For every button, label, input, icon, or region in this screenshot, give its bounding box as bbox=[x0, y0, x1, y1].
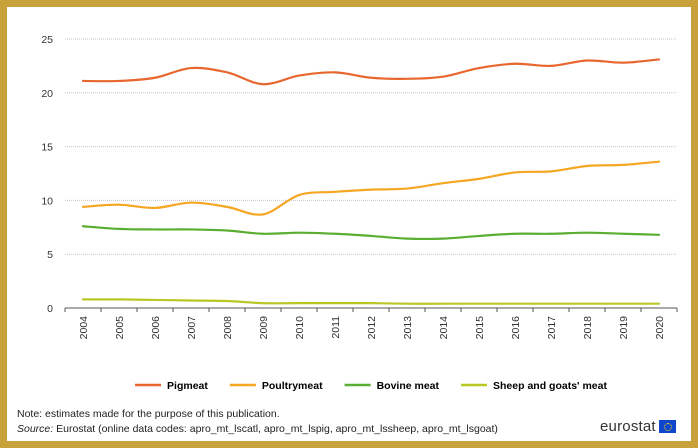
source-codes: Eurostat (online data codes: apro_mt_lsc… bbox=[53, 423, 498, 435]
x-tick-label: 2018 bbox=[582, 316, 594, 340]
x-tick-label: 2013 bbox=[402, 316, 414, 340]
y-tick-label: 5 bbox=[47, 249, 53, 261]
eurostat-logo: eurostat bbox=[600, 418, 676, 435]
x-tick-label: 2007 bbox=[186, 316, 198, 340]
y-tick-label: 20 bbox=[41, 88, 53, 100]
legend-label-pigmeat: Pigmeat bbox=[167, 380, 208, 392]
source-text: Source: Eurostat (online data codes: apr… bbox=[17, 423, 498, 435]
legend-label-poultrymeat: Poultrymeat bbox=[262, 380, 323, 392]
series-line-bovine-meat bbox=[81, 225, 661, 241]
eurostat-wordmark: eurostat bbox=[600, 418, 656, 435]
y-tick-label: 0 bbox=[47, 303, 53, 315]
source-label: Source: bbox=[17, 423, 54, 435]
eu-flag-icon bbox=[658, 420, 676, 433]
chart-frame: 0 5 10 15 20 25 2004 2005 2006 2007 2008 2009 2010 20… bbox=[7, 7, 691, 441]
x-tick-label: 2015 bbox=[474, 316, 486, 340]
y-tick-label: 10 bbox=[41, 195, 53, 207]
legend-label-bovine-meat: Bovine meat bbox=[377, 380, 440, 392]
x-tick-label: 2019 bbox=[618, 316, 630, 340]
x-tick-label: 2004 bbox=[78, 316, 90, 340]
y-tick-label: 15 bbox=[41, 142, 53, 154]
y-tick-label: 25 bbox=[41, 34, 53, 46]
x-tick-label: 2017 bbox=[546, 316, 558, 340]
line-chart: 0 5 10 15 20 25 2004 2005 2006 2007 2008 2009 2010 20… bbox=[41, 34, 678, 392]
x-tick-label: 2005 bbox=[114, 316, 126, 340]
series-line-poultrymeat bbox=[81, 160, 661, 216]
series-line-pigmeat bbox=[81, 58, 661, 86]
x-tick-label: 2012 bbox=[366, 316, 378, 340]
x-tick-label: 2008 bbox=[222, 316, 234, 340]
x-tick-label: 2009 bbox=[258, 316, 270, 340]
x-tick-label: 2010 bbox=[294, 316, 306, 340]
x-tick-label: 2011 bbox=[330, 316, 342, 339]
x-tick-label: 2016 bbox=[510, 316, 522, 340]
legend-label-sheep-and-goats-meat: Sheep and goats' meat bbox=[493, 380, 607, 392]
series-line-sheep-and-goats-meat bbox=[81, 298, 661, 305]
x-tick-label: 2020 bbox=[654, 316, 666, 340]
note-text: Note: estimates made for the purpose of … bbox=[17, 408, 280, 420]
x-tick-label: 2006 bbox=[150, 316, 162, 340]
x-tick-label: 2014 bbox=[438, 316, 450, 340]
